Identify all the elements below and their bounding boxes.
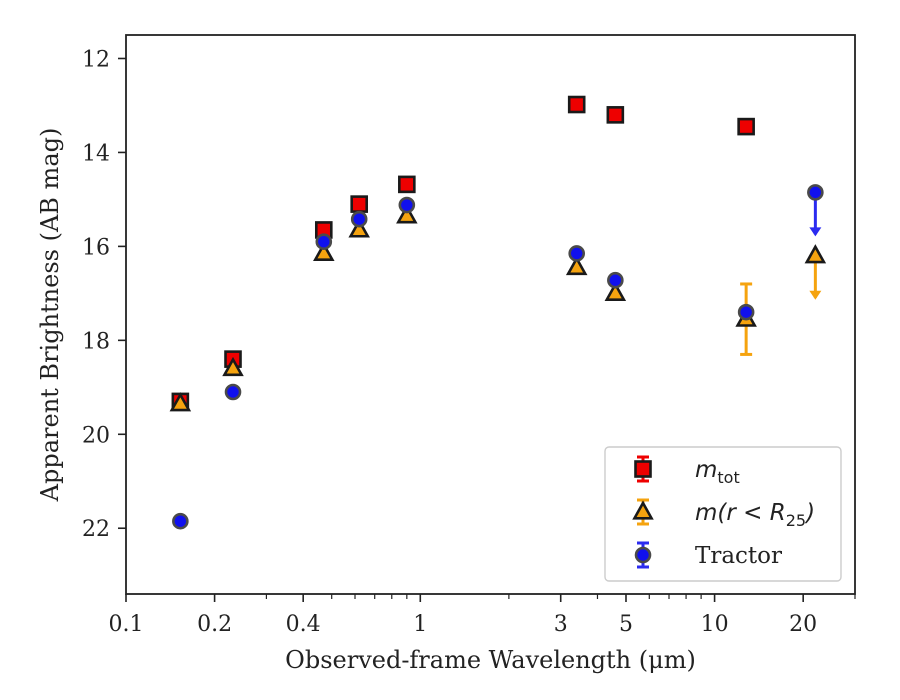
data-point — [604, 281, 627, 301]
upper-limit-arrowhead — [809, 290, 822, 300]
x-tick-label: 0.4 — [286, 612, 321, 637]
y-tick-label: 14 — [82, 141, 110, 166]
data-point — [222, 356, 244, 377]
data-point — [348, 218, 370, 238]
y-tick-label: 12 — [82, 47, 110, 72]
x-axis-label: Observed-frame Wavelength (μm) — [285, 646, 696, 674]
legend: mtot m(r < R25) Tractor — [604, 446, 842, 582]
data-point — [568, 245, 586, 262]
upper-limit-arrowhead — [809, 227, 822, 237]
y-tick-label: 20 — [82, 423, 110, 448]
data-point — [737, 117, 755, 136]
tick-layer: 0.1 0.2 0.4 1 3 5 10 20 12 14 16 18 20 22 — [82, 47, 856, 637]
plot-frame — [125, 34, 856, 595]
data-point — [567, 95, 586, 114]
legend-box — [604, 446, 842, 582]
y-axis-label: Apparent Brightness (AB mag) — [36, 128, 64, 503]
x-tick-label: 0.1 — [109, 612, 144, 637]
data-point — [807, 184, 824, 201]
data-point — [607, 271, 624, 289]
data-point — [398, 175, 416, 194]
data-point — [398, 196, 416, 214]
y-tick-label: 18 — [82, 329, 110, 354]
y-tick-label: 16 — [82, 235, 110, 260]
data-point — [313, 241, 335, 262]
data-point — [169, 392, 192, 412]
data-point — [315, 233, 333, 250]
series-2 — [172, 184, 824, 530]
data-point — [565, 255, 588, 276]
series-0 — [171, 95, 755, 411]
legend-marker — [632, 500, 654, 520]
x-tick-label: 1 — [413, 612, 427, 637]
legend-marker — [634, 546, 652, 564]
data-point — [172, 512, 189, 530]
x-tick-label: 5 — [619, 612, 633, 637]
data-point — [350, 210, 368, 228]
data-point — [396, 204, 418, 224]
legend-label: Tractor — [695, 543, 782, 569]
x-tick-label: 0.2 — [197, 612, 232, 637]
series-1 — [169, 204, 827, 412]
data-point — [350, 195, 368, 213]
data-point — [804, 244, 827, 264]
x-tick-label: 3 — [554, 612, 568, 637]
x-tick-label: 10 — [701, 612, 729, 637]
data-point — [737, 303, 755, 321]
legend-label: mtot — [695, 457, 740, 487]
legend-label: m(r < R25) — [695, 500, 815, 530]
data-point — [224, 383, 242, 401]
marks-layer — [169, 95, 827, 530]
y-tick-label: 22 — [82, 517, 110, 542]
x-tick-label: 20 — [789, 612, 817, 637]
legend-marker — [634, 460, 652, 478]
data-point — [606, 106, 625, 124]
